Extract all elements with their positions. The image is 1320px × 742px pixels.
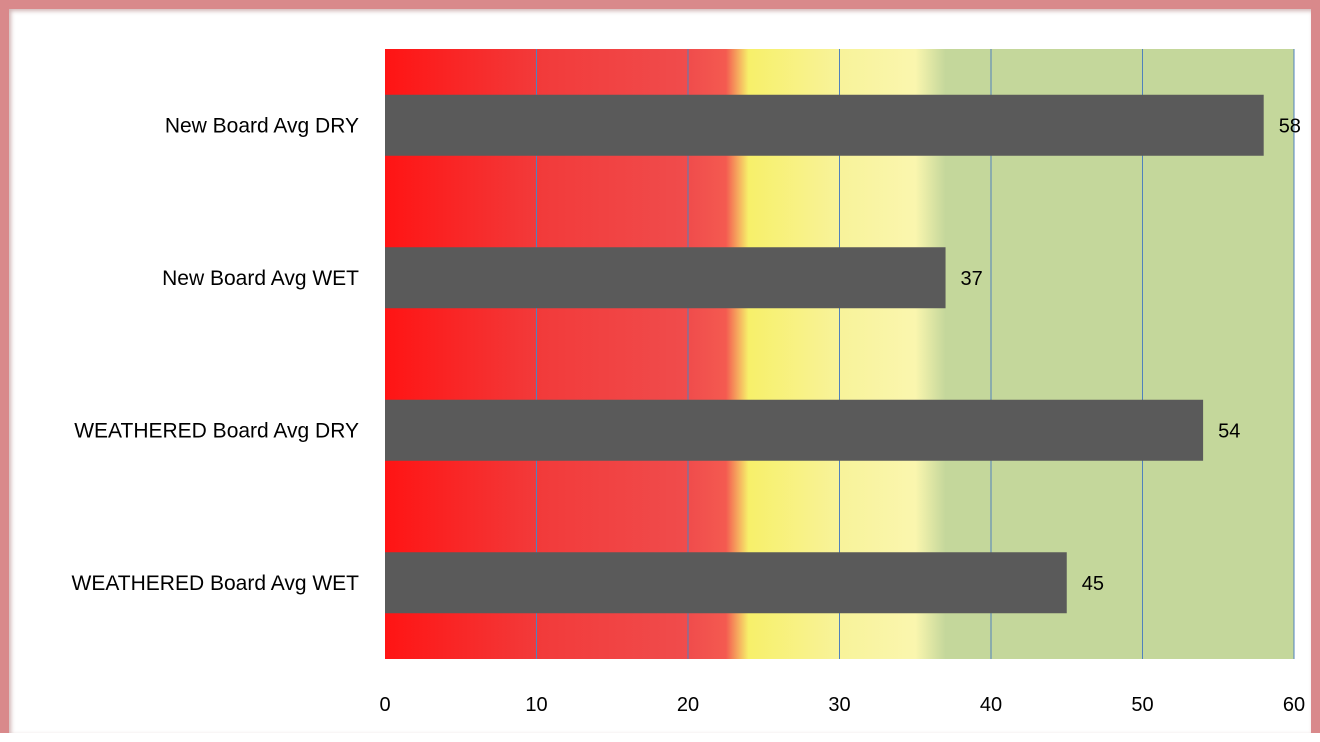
bar-1 — [385, 94, 1264, 156]
category-label: WEATHERED Board Avg WET — [72, 572, 360, 595]
bars — [385, 94, 1264, 614]
bar-4 — [385, 552, 1067, 614]
x-tick-label: 60 — [1283, 694, 1305, 716]
bar-3 — [385, 399, 1204, 461]
data-label: 37 — [961, 268, 983, 290]
x-tick-label: 50 — [1131, 694, 1153, 716]
x-tick-label: 30 — [828, 694, 850, 716]
x-tick-label: 20 — [677, 694, 699, 716]
data-labels: 58 37 54 45 — [961, 115, 1301, 595]
x-tick-label: 40 — [980, 694, 1002, 716]
category-labels: New Board Avg DRY New Board Avg WET WEATHE… — [72, 114, 360, 595]
category-label: WEATHERED Board Avg DRY — [74, 419, 359, 442]
bar-2 — [385, 247, 946, 309]
category-label: New Board Avg DRY — [165, 114, 359, 137]
x-tick-label: 0 — [379, 694, 390, 716]
data-label: 58 — [1279, 115, 1301, 137]
x-tick-label: 10 — [525, 694, 547, 716]
x-axis-tick-labels: 0 10 20 30 40 50 60 — [379, 694, 1305, 716]
category-label: New Board Avg WET — [162, 267, 359, 290]
data-label: 54 — [1218, 420, 1240, 442]
data-label: 45 — [1082, 573, 1104, 595]
